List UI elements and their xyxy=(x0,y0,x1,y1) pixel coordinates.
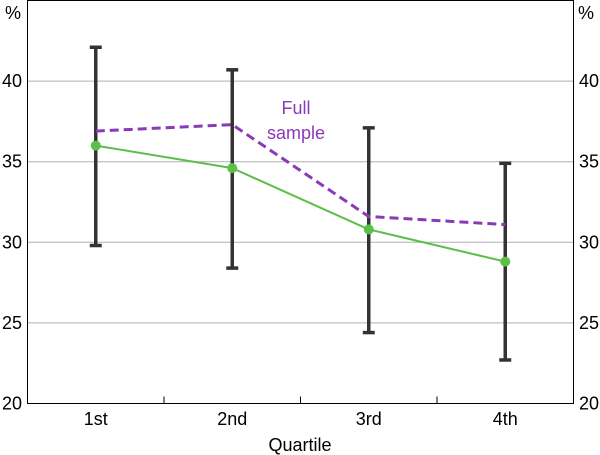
y-tick-label-right: 20 xyxy=(579,394,599,414)
y-unit-right: % xyxy=(578,3,594,23)
annotation-full-sample-line2: sample xyxy=(267,123,325,143)
y-tick-label-right: 40 xyxy=(579,71,599,91)
x-axis-label: Quartile xyxy=(268,435,331,455)
y-tick-label-left: 40 xyxy=(2,71,22,91)
y-tick-label-right: 30 xyxy=(579,232,599,252)
series-line-quartile xyxy=(95,144,506,263)
y-unit-left: % xyxy=(5,3,21,23)
y-tick-label-left: 25 xyxy=(2,313,22,333)
series-line-full-sample xyxy=(95,123,506,227)
data-point xyxy=(90,140,101,151)
annotation-full-sample-line1: Full xyxy=(281,98,310,118)
data-point xyxy=(227,163,238,174)
y-tick-label-right: 25 xyxy=(579,313,599,333)
data-point xyxy=(500,256,511,267)
y-tick-label-left: 30 xyxy=(2,232,22,252)
x-tick-label: 4th xyxy=(493,409,518,429)
y-tick-label-right: 35 xyxy=(579,152,599,172)
y-tick-label-left: 20 xyxy=(2,394,22,414)
x-tick-label: 3rd xyxy=(356,409,382,429)
x-tick-label: 2nd xyxy=(217,409,247,429)
data-point xyxy=(363,224,374,235)
x-tick-label: 1st xyxy=(84,409,108,429)
plot-frame xyxy=(27,0,574,404)
y-tick-label-left: 35 xyxy=(2,152,22,172)
